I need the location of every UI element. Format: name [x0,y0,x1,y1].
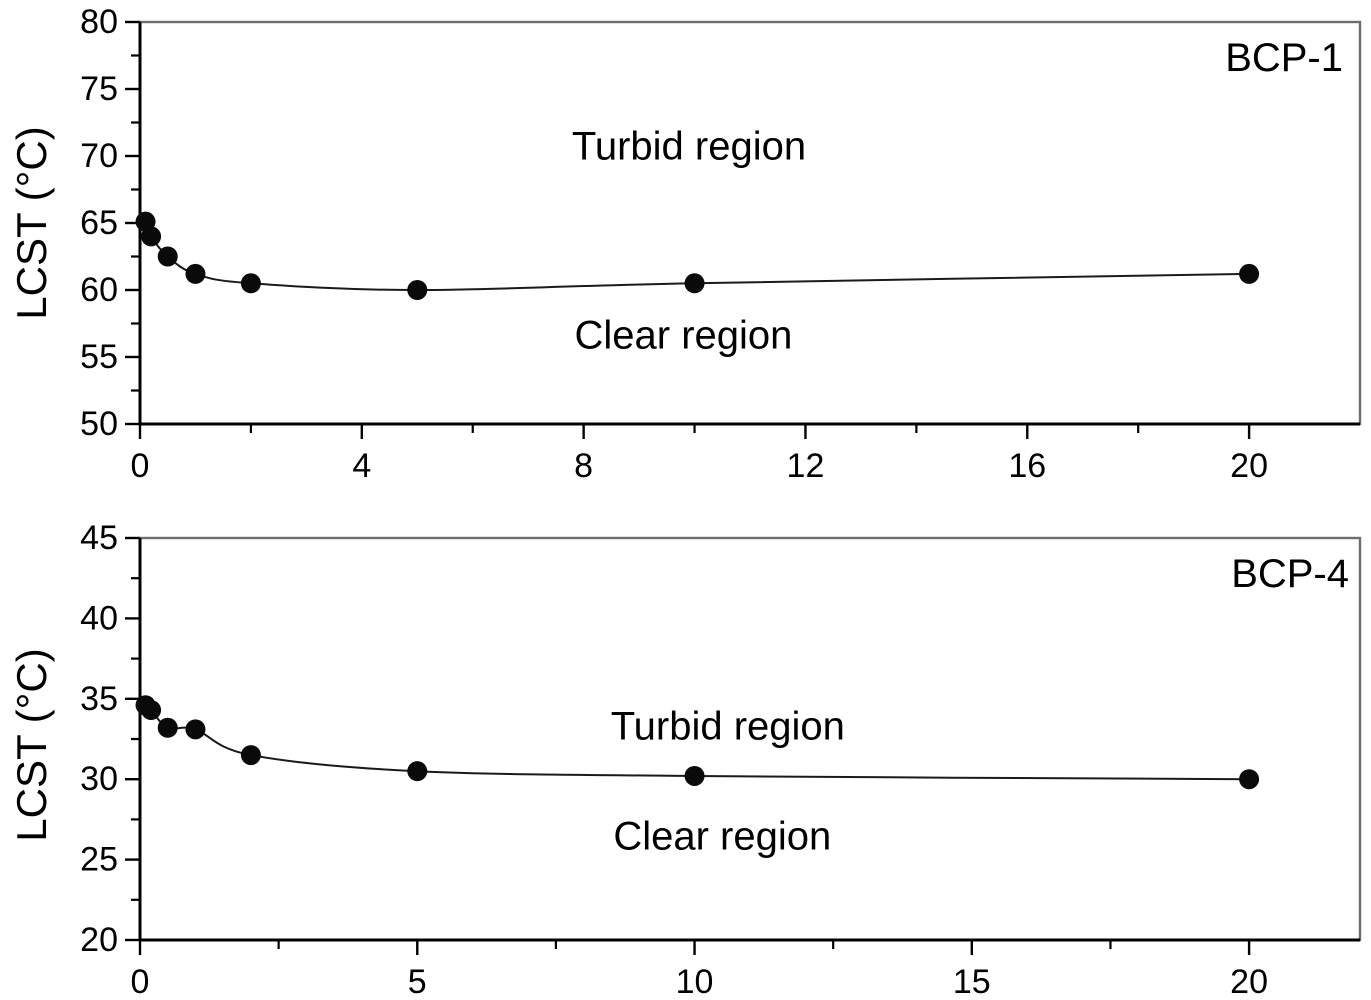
y-tick-label: 20 [80,921,118,959]
data-point-marker [1239,769,1260,790]
data-point-marker [684,765,705,786]
x-tick-label: 8 [574,447,593,485]
x-tick-label: 5 [408,963,427,1000]
y-tick-label: 40 [80,599,118,637]
annotation-clear-region: Clear region [574,313,793,358]
axis-lines [138,22,1360,426]
x-tick-label: 12 [787,447,825,485]
x-tick-label: 20 [1230,447,1268,485]
data-point-marker [185,719,206,740]
y-tick-label: 30 [80,760,118,798]
y-tick-label: 65 [80,204,118,242]
x-tick-label: 0 [131,963,150,1000]
panel-title-bcp4: BCP-4 [1231,552,1349,596]
data-point-marker [185,263,206,284]
plot-frame [138,20,1362,426]
x-tick-label: 0 [131,447,150,485]
y-axis-title: LCST (°C) [8,126,55,320]
data-point-marker [1239,263,1260,284]
y-tick-label: 45 [80,519,118,557]
x-tick-label: 16 [1008,447,1046,485]
data-point-marker [157,717,178,738]
y-tick-label: 70 [80,137,118,175]
y-axis-title: LCST (°C) [8,648,55,842]
data-point-marker [407,761,428,782]
x-tick-label: 10 [676,963,714,1000]
x-tick-label: 20 [1230,963,1268,1000]
y-tick-label: 60 [80,271,118,309]
data-point-marker [240,745,261,766]
y-tick-label: 50 [80,405,118,443]
data-point-marker [141,700,162,721]
x-tick-label: 15 [953,963,991,1000]
data-point-marker [157,246,178,267]
annotation-turbid-region: Turbid region [571,124,807,169]
y-tick-label: 55 [80,338,118,376]
y-tick-label: 35 [80,680,118,718]
data-point-marker [141,226,162,247]
y-tick-label: 75 [80,70,118,108]
annotation-turbid-region: Turbid region [610,704,845,749]
panel-title-bcp1: BCP-1 [1225,36,1343,80]
annotation-clear-region: Clear region [613,814,832,859]
y-tick-label: 25 [80,841,118,879]
data-point-marker [684,273,705,294]
data-point-marker [407,280,428,300]
x-tick-label: 4 [352,447,371,485]
data-point-marker [240,273,261,294]
y-tick-label: 80 [80,3,118,41]
